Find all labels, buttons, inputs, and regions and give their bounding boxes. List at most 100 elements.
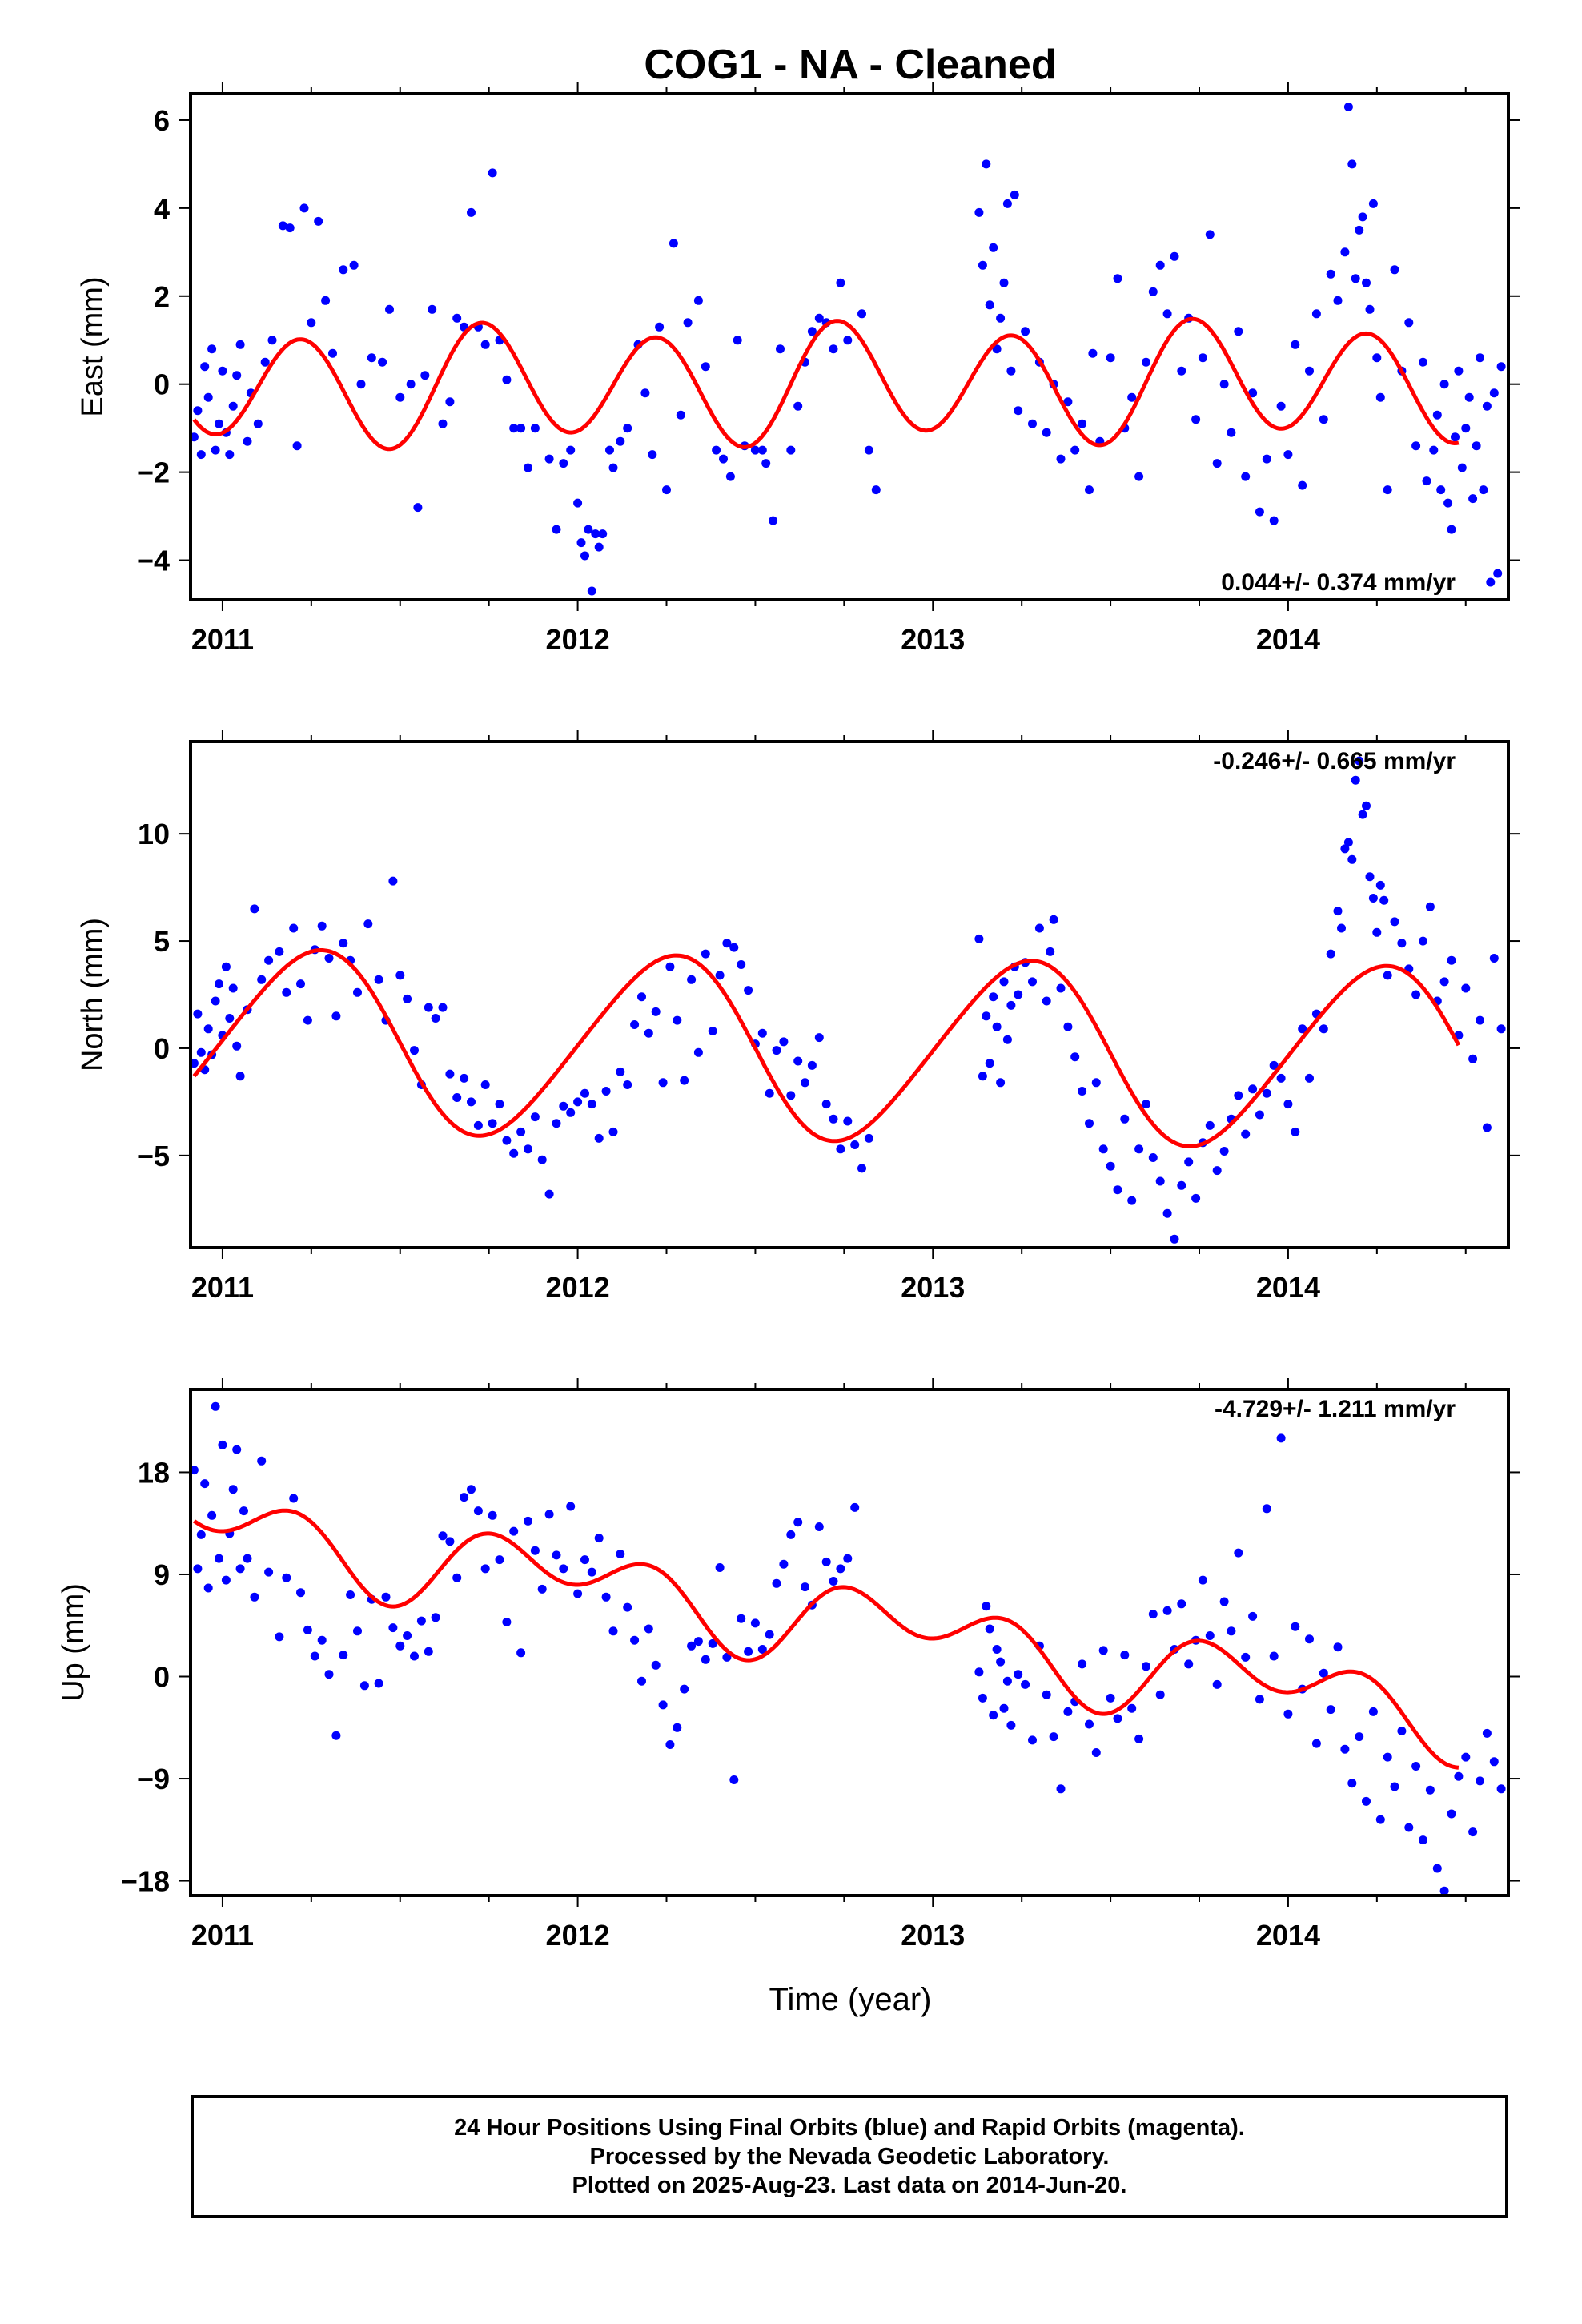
data-point [1432,1864,1442,1873]
data-point [1170,1234,1179,1244]
data-point [814,313,824,323]
data-point [339,939,348,948]
data-point [1191,415,1201,424]
data-point [722,939,732,948]
data-point [1002,1676,1012,1686]
data-point [1422,476,1431,486]
data-point [779,1559,789,1569]
data-point [552,1550,561,1560]
data-point [1397,939,1407,948]
data-point [1177,1180,1186,1190]
data-point [637,992,646,1002]
data-point [1362,1796,1371,1806]
data-point [424,1647,433,1656]
data-point [552,525,561,534]
data-point [814,1033,824,1043]
data-point [708,1027,717,1035]
data-point [1425,902,1435,911]
data-point [1063,1707,1073,1716]
data-point [1365,872,1375,882]
data-point [750,1618,760,1628]
data-point [850,1140,860,1149]
data-point [452,1573,462,1582]
data-point [1184,1659,1194,1669]
data-point [359,1681,369,1691]
data-point [1343,103,1353,111]
data-point [406,380,416,389]
data-point [1212,459,1222,468]
y-tick-label: −18 [121,1865,170,1898]
data-point [524,1516,532,1526]
data-point [999,278,1009,287]
data-point [715,971,725,980]
data-point [580,1555,589,1565]
data-point [640,388,650,398]
data-point [1461,424,1471,433]
fit-curve [192,316,1460,452]
data-point [843,1116,853,1126]
data-point [544,454,554,464]
data-point [864,1133,873,1143]
data-point [1476,1015,1484,1025]
data-point [744,986,753,995]
data-point [1248,1084,1258,1094]
data-point [221,1575,231,1585]
data-point [793,401,803,411]
data-point [576,538,586,548]
data-point [1311,309,1321,319]
data-point [317,1635,327,1645]
data-point [445,397,455,407]
x-tick-label: 2013 [901,623,965,656]
data-point [644,1028,653,1038]
data-point [616,1550,625,1558]
data-point [1496,1024,1506,1034]
data-point [1432,410,1442,420]
data-point [1205,230,1215,239]
data-point [260,357,270,367]
data-point [644,1624,653,1634]
data-point [193,1564,203,1574]
data-point [1333,907,1343,916]
data-point [1358,810,1367,819]
data-point [708,1638,717,1648]
data-point [1355,1732,1364,1742]
data-point [1319,1024,1328,1034]
data-point [203,392,213,402]
data-point [1255,1110,1264,1120]
data-point [1234,1091,1243,1100]
data-point [1436,485,1446,495]
data-point [1042,996,1051,1006]
data-point [1347,854,1357,864]
data-point [989,992,998,1002]
data-point [1439,977,1449,987]
data-point [623,1080,632,1089]
data-point [1255,1695,1264,1704]
data-point [1482,1728,1492,1738]
footer-line-1: 24 Hour Positions Using Final Orbits (bl… [454,2115,1245,2141]
data-point [346,1590,355,1599]
data-point [757,1645,767,1654]
data-point [757,1028,767,1038]
data-point [1276,401,1286,411]
data-point [1155,1176,1165,1186]
data-point [396,392,405,402]
data-point [1148,1610,1158,1619]
data-point [793,1056,803,1066]
data-point [403,1631,412,1640]
data-point [693,1047,703,1057]
data-point [843,336,853,345]
data-point [299,203,309,213]
x-tick-label: 2012 [546,1271,610,1304]
data-point [1198,1575,1207,1585]
data-point [1234,327,1243,336]
data-point [680,1076,689,1085]
rate-label: -0.246+/- 0.665 mm/yr [1213,748,1456,774]
data-point [1046,947,1055,956]
data-point [1191,1193,1201,1203]
data-point [1372,353,1382,363]
data-point [801,1078,809,1088]
data-point [566,1108,576,1117]
data-point [1390,265,1399,275]
data-point [719,454,728,464]
data-point [410,1651,419,1661]
